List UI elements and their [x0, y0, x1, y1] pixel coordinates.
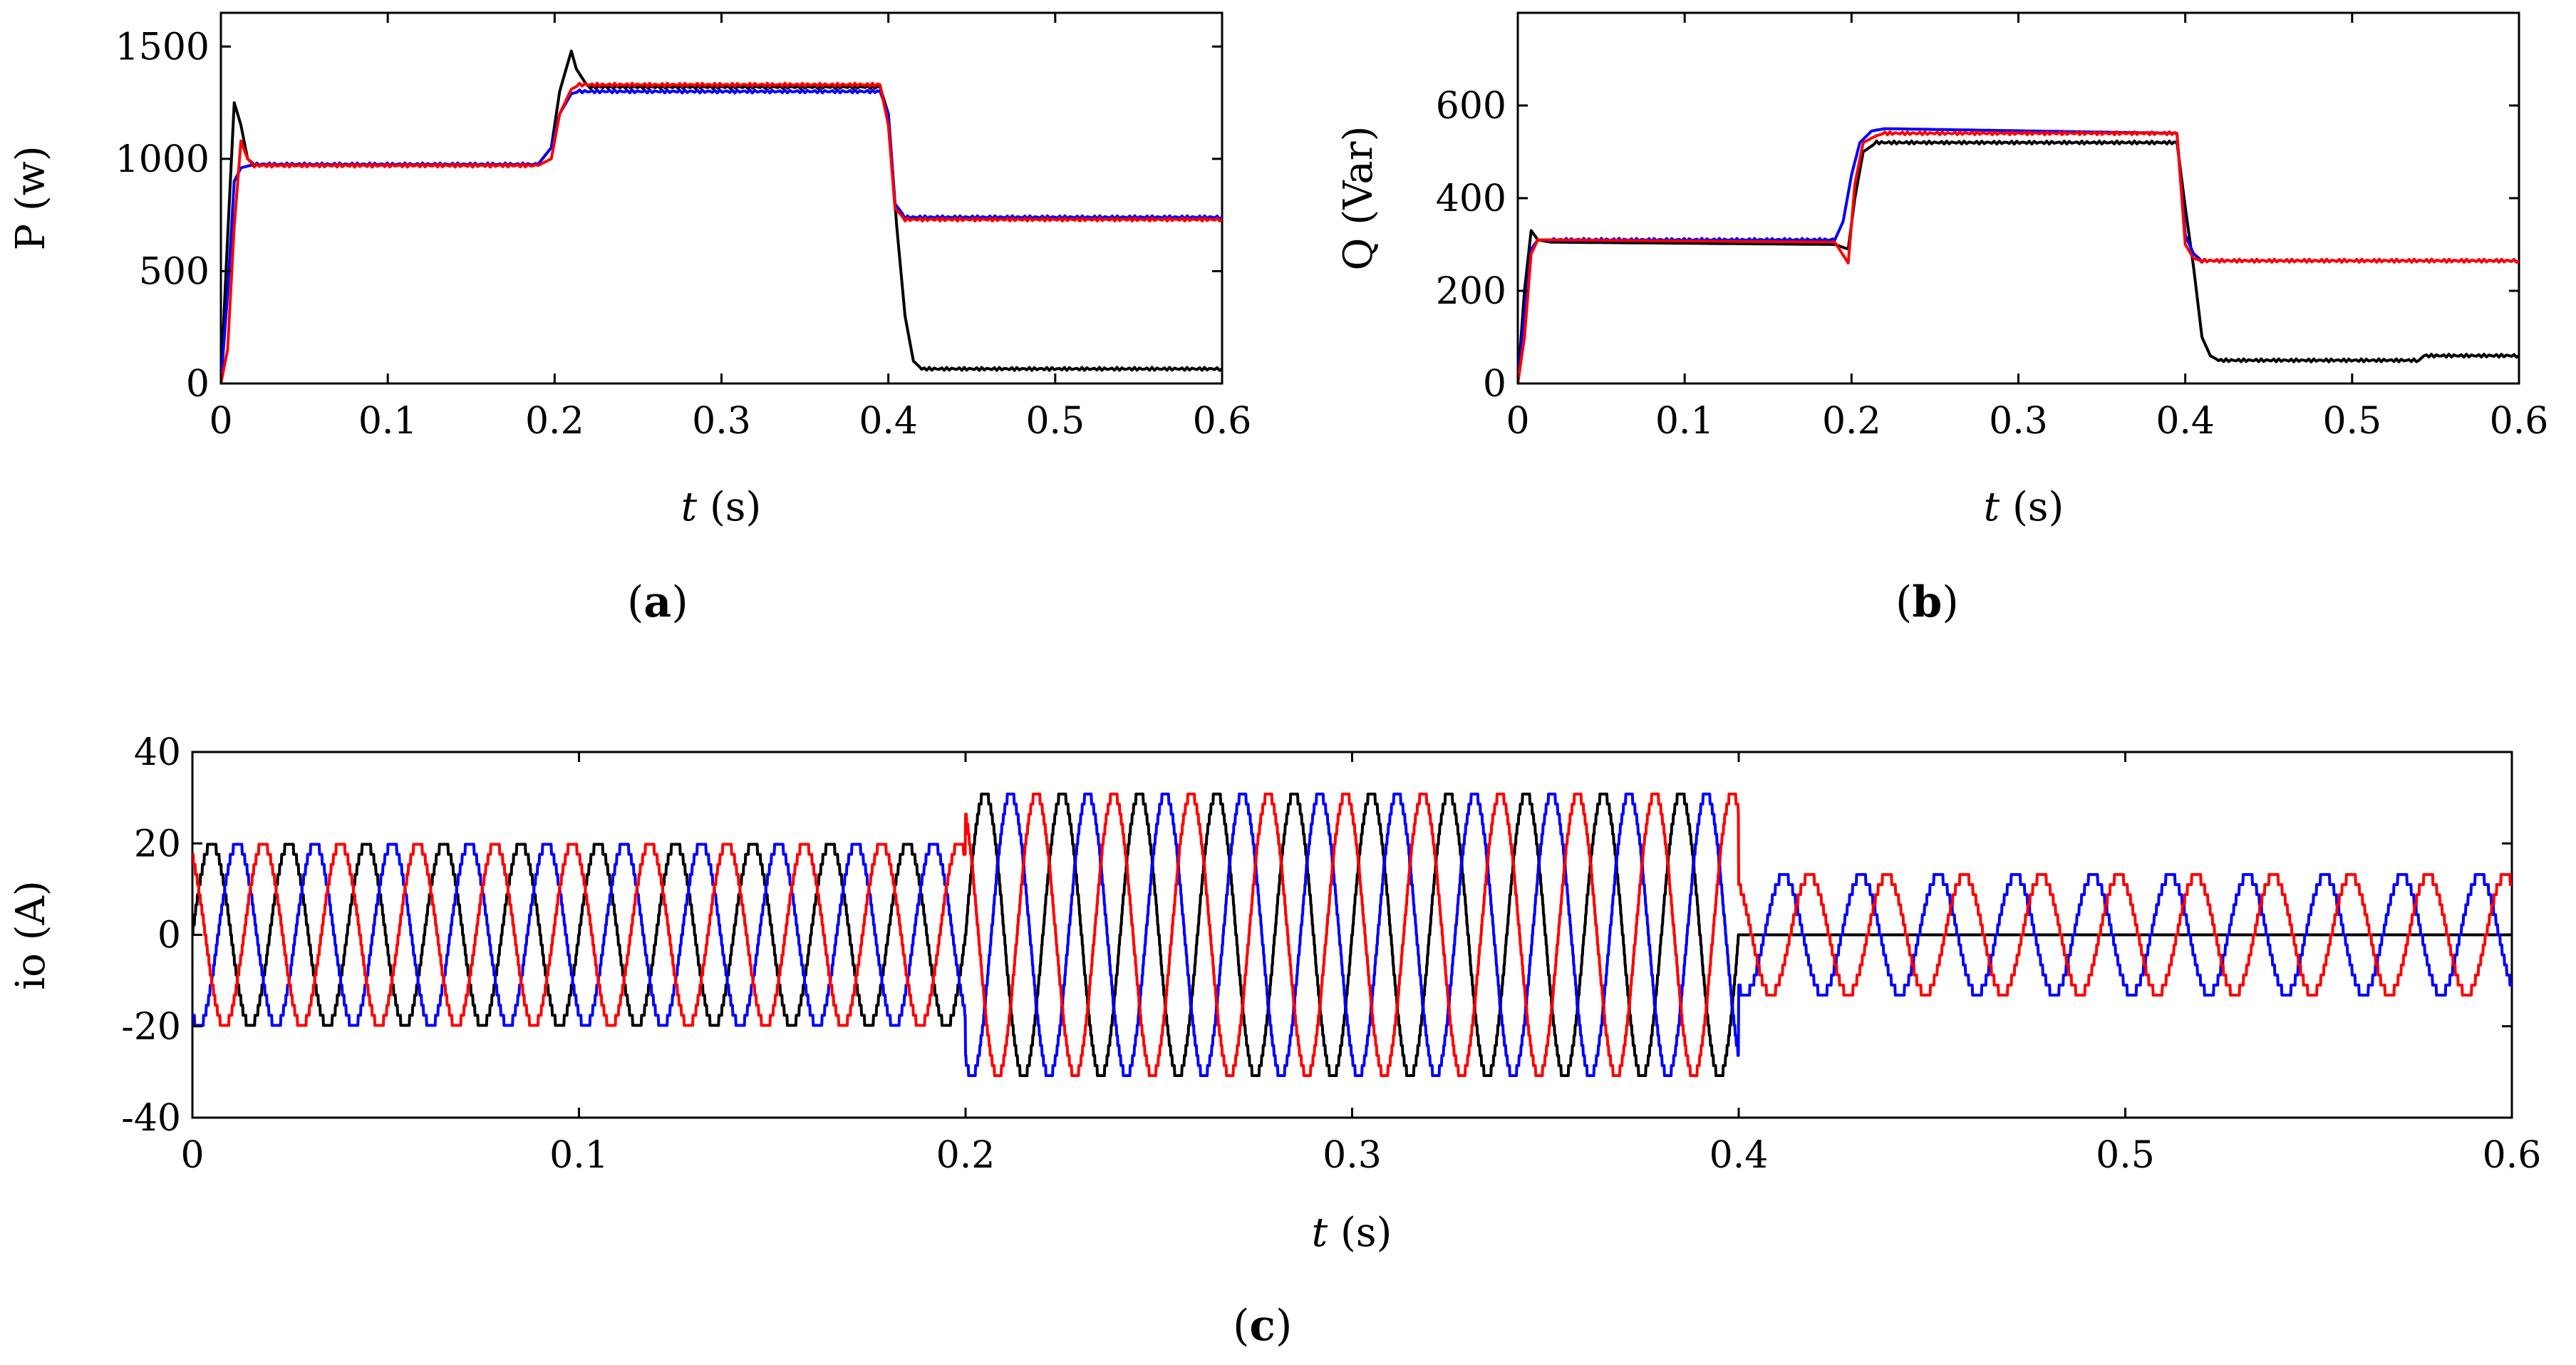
panel-c-ylabel: io (A)	[8, 880, 54, 990]
panel-a-series-group	[221, 49, 1222, 383]
panel-b-xlabel: t (s)	[1984, 484, 2064, 530]
panel-a-power-chart: 0 0.1 0.2 0.3 0.4 0.5 0.6 0 500 1000 1500 P (w) t …	[8, 11, 1252, 627]
panel-b-xtick-label: 0	[1506, 400, 1529, 443]
panel-a-frame	[219, 11, 1224, 385]
panel-c-xlabel: t (s)	[1312, 1210, 1392, 1256]
panel-a-ticks-group: 0 0.1 0.2 0.3 0.4 0.5 0.6 0 500 1000 1500	[115, 13, 1252, 443]
panel-c-series-blue	[192, 793, 2512, 1077]
panel-a-ytick-label: 1500	[115, 26, 210, 68]
panel-a-ytick-label: 0	[186, 363, 210, 406]
panel-b-xtick-label: 0.5	[2322, 400, 2381, 443]
panel-a-xtick-label: 0.5	[1025, 400, 1085, 443]
panel-c-ticks-group: 0 0.1 0.2 0.3 0.4 0.5 0.6 -40 -20 0 20 40	[121, 731, 2541, 1177]
panel-c-xtick-label: 0.6	[2483, 1134, 2542, 1177]
panel-a-xtick-label: 0.3	[692, 400, 751, 443]
panel-a-series-blue	[221, 88, 1222, 383]
panel-a-xtick-label: 0.4	[859, 400, 918, 443]
panel-c-xtick-label: 0.4	[1709, 1134, 1769, 1177]
panel-a-ytick-label: 1000	[115, 138, 210, 181]
panel-b-frame	[1516, 11, 2520, 385]
panel-b-xtick-label: 0.4	[2156, 400, 2215, 443]
panel-c-series-black	[192, 793, 2512, 1077]
panel-c-ytick-label: 40	[134, 731, 181, 774]
panel-c-ytick-label: 0	[157, 915, 181, 957]
panel-c-xtick-label: 0.5	[2096, 1134, 2155, 1177]
panel-b-ylabel: Q (Var)	[1335, 126, 1382, 271]
panel-c-series-group	[192, 793, 2512, 1077]
panel-b-ytick-label: 400	[1436, 177, 1506, 220]
panel-b-xtick-label: 0.6	[2490, 400, 2549, 443]
panel-b-ticks-group: 0 0.1 0.2 0.3 0.4 0.5 0.6 0 200 400 600	[1436, 13, 2549, 443]
panel-c-xtick-label: 0	[180, 1134, 204, 1177]
panel-c-series-red	[192, 793, 2512, 1077]
panel-c-current-chart: 0 0.1 0.2 0.3 0.4 0.5 0.6 -40 -20 0 20 40 io (A) t …	[8, 731, 2541, 1351]
panel-b-caption: (b)	[1895, 577, 1959, 627]
panel-b-xtick-label: 0.1	[1655, 400, 1714, 443]
panel-b-xtick-label: 0.2	[1822, 400, 1881, 443]
panel-c-xtick-label: 0.2	[936, 1134, 995, 1177]
panel-a-xtick-label: 0.2	[525, 400, 584, 443]
panel-a-caption: (a)	[627, 577, 688, 627]
panel-c-ytick-label: -40	[121, 1097, 181, 1140]
panel-a-series-red	[221, 81, 1222, 383]
panel-b-series-blue	[1518, 127, 2519, 383]
panel-c-xtick-label: 0.3	[1323, 1134, 1382, 1177]
panel-c-xtick-label: 0.1	[549, 1134, 609, 1177]
panel-a-xtick-label: 0.6	[1193, 400, 1252, 443]
panel-b-ytick-label: 600	[1436, 85, 1506, 128]
panel-a-ytick-label: 500	[139, 250, 210, 293]
panel-b-ytick-label: 0	[1483, 363, 1506, 406]
panel-a-xlabel: t (s)	[681, 484, 762, 530]
panel-b-xtick-label: 0.3	[1989, 400, 2048, 443]
panel-b-series-red	[1518, 130, 2519, 383]
panel-c-caption: (c)	[1233, 1301, 1292, 1351]
panel-b-ytick-label: 200	[1436, 270, 1506, 313]
panel-b-series-black	[1518, 139, 2519, 383]
panel-c-ytick-label: 20	[134, 823, 181, 865]
panel-b-reactive-power-chart: 0 0.1 0.2 0.3 0.4 0.5 0.6 0 200 400 600 Q (Var) t …	[1335, 11, 2549, 627]
panel-a-xtick-label: 0.1	[358, 400, 418, 443]
panel-a-ylabel: P (w)	[8, 145, 54, 250]
panel-b-series-group	[1518, 127, 2519, 383]
panel-a-xtick-label: 0	[209, 400, 232, 443]
panel-c-ytick-label: -20	[121, 1006, 181, 1049]
